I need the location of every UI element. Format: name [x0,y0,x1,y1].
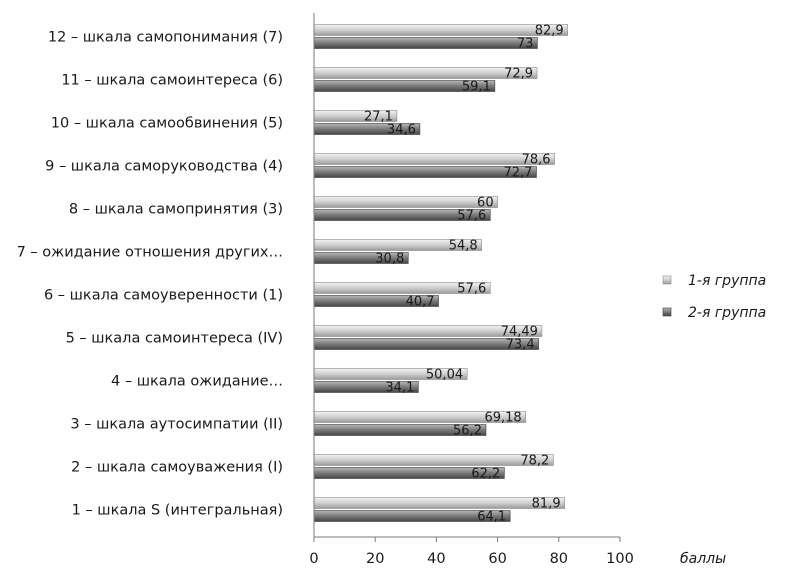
bar-series-1 [313,497,565,509]
data-label: 57,6 [457,209,486,224]
data-label: 57,6 [457,282,486,297]
data-label: 69,18 [484,411,521,426]
category-label: 1 – шкала S (интегральная) [72,503,283,519]
data-label: 78,6 [522,153,551,168]
x-axis-title: баллы [680,551,726,567]
data-label: 62,2 [471,467,500,482]
x-tick-label: 60 [488,551,506,567]
x-tick-label: 40 [427,551,445,567]
axis-layer [313,13,621,542]
category-label: 5 – шкала самоинтереса (IV) [66,331,283,347]
category-label: 9 – шкала саморуководства (4) [45,159,283,175]
x-tick-label: 20 [366,551,384,567]
category-label: 4 – шкала ожидание… [111,374,283,390]
data-label: 64,1 [477,510,506,525]
bar-series-1 [313,24,568,36]
data-label: 72,7 [504,166,533,181]
legend-swatch [662,307,672,317]
data-label: 30,8 [375,252,404,267]
x-tick-label: 80 [550,551,568,567]
category-label: 12 – шкала самопонимания (7) [48,30,283,46]
labels-layer: 12 – шкала самопонимания (7) 82,973 11 – ш… [17,24,727,568]
x-tick-label: 0 [309,551,318,567]
data-label: 40,7 [406,295,435,310]
data-label: 34,6 [387,123,416,138]
category-label: 6 – шкала самоуверенности (1) [44,288,283,304]
bars-layer [313,24,568,522]
legend-label: 2-я группа [688,305,766,321]
bar-series-1 [313,153,555,165]
data-label: 73 [517,37,534,52]
data-label: 54,8 [449,239,478,254]
x-tick-label: 100 [606,551,634,567]
category-label: 2 – шкала самоуважения (I) [71,460,283,476]
data-label: 34,1 [385,381,414,396]
legend-swatch [662,275,672,285]
bar-series-2 [313,37,538,49]
legend: 1-я группа 2-я группа [662,273,766,321]
category-label: 3 – шкала аутосимпатии (II) [70,417,283,433]
category-label: 10 – шкала самообвинения (5) [51,116,283,132]
data-label: 59,1 [462,80,491,95]
data-label: 74,49 [501,325,538,340]
legend-label: 1-я группа [688,273,766,289]
category-label: 8 – шкала самопринятия (3) [69,202,283,218]
data-label: 82,9 [535,24,564,39]
data-label: 50,04 [426,368,463,383]
bar-series-1 [313,454,554,466]
bar-series-1 [313,196,498,208]
data-label: 78,2 [520,454,549,469]
data-label: 56,2 [453,424,482,439]
data-label: 60 [477,196,494,211]
data-label: 81,9 [532,497,561,512]
data-label: 72,9 [504,67,533,82]
data-label: 27,1 [364,110,393,125]
data-label: 73,4 [506,338,535,353]
category-label: 7 – ожидание отношения других… [17,245,283,261]
category-label: 11 – шкала самоинтереса (6) [61,73,283,89]
